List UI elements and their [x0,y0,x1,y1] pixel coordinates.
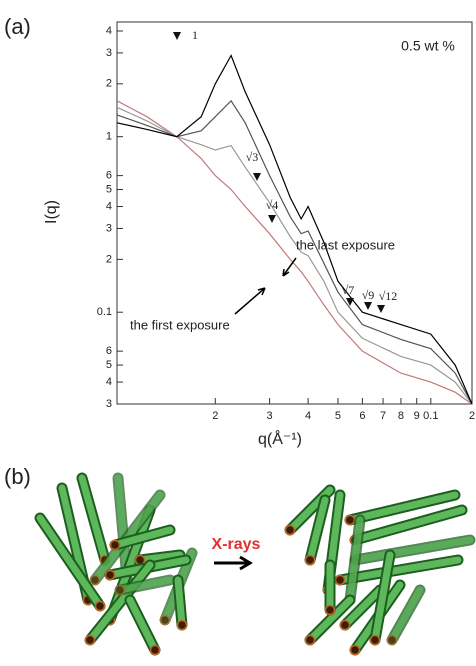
x-tick-label: 2 [469,410,475,422]
y-tick-label: 3 [106,398,112,410]
peak-marker [268,215,276,223]
arrow-label: X-rays [212,536,261,553]
data-line [116,106,473,405]
rod-end [176,619,188,631]
x-tick-label: 4 [305,410,311,422]
x-tick-label: 8 [398,410,404,422]
rod-body [346,491,459,524]
rod-body [306,496,329,564]
peak-label: √7 [342,283,355,297]
rod-body [351,536,474,564]
rod-end [89,574,101,586]
panel-label: (a) [4,14,31,39]
rod-end [284,524,296,536]
peak-label: √4 [266,198,279,212]
y-tick-label: 3 [106,47,112,59]
rod-end [386,634,398,646]
y-tick-label: 5 [106,359,112,371]
rod-end [114,584,126,596]
rod-end [369,634,381,646]
rod-end [334,574,346,586]
rod-end [104,569,116,581]
rod-body [174,576,186,629]
peak-label: √3 [246,150,259,164]
rod-body [306,596,354,644]
x-axis-label: q(Å⁻¹) [258,429,302,448]
x-tick-label: 0.1 [423,410,438,422]
rod-end [304,554,316,566]
rod-schematic [34,472,476,656]
panel-label: (b) [4,464,31,489]
arrow [214,555,253,571]
rod-end [149,644,161,656]
data-line [116,99,473,405]
peak-label: 1 [192,28,198,42]
rod-end [109,539,121,551]
rod-body [116,576,174,594]
y-tick-label: 4 [106,200,112,212]
y-tick-label: 2 [106,78,112,90]
rod-body [136,551,184,564]
plot-frame [116,21,473,405]
rod-body [78,474,109,564]
peak-label: √9 [362,288,375,302]
peak-marker [364,302,372,310]
y-tick-label: 4 [106,376,112,388]
rod-end [304,634,316,646]
x-tick-label: 9 [414,410,420,422]
rod-body [86,561,154,644]
rod-end [339,619,351,631]
x-tick-label: 2 [212,410,218,422]
y-tick-label: 5 [106,183,112,195]
y-axis-label: I(q) [43,200,60,224]
inset-label: 0.5 wt % [401,38,455,54]
annotation: the first exposure [130,317,230,332]
rod-end [84,634,96,646]
rod-end [349,644,361,656]
annotation-arrow [234,287,266,315]
rod-body [346,516,364,604]
rod-end [324,604,336,616]
rod-end [159,614,171,626]
rod-body [111,526,174,549]
y-tick-label: 6 [106,170,112,182]
annotation: the last exposure [296,237,395,252]
x-tick-label: 3 [267,410,273,422]
data-line [116,54,473,405]
rod-body [388,586,424,644]
annotation-arrow [282,257,297,277]
y-tick-label: 6 [106,345,112,357]
rod-body [36,514,104,610]
x-tick-label: 6 [359,410,365,422]
data-line [116,100,473,405]
y-tick-label: 3 [106,222,112,234]
peak-marker [346,298,354,306]
peak-label: √12 [379,289,398,303]
rod-body [336,556,462,584]
x-tick-label: 5 [335,410,341,422]
peak-marker [173,32,181,40]
x-tick-label: 7 [380,410,386,422]
y-tick-label: 1 [106,131,112,143]
rod-body [351,506,466,544]
y-tick-label: 0.1 [97,306,112,318]
y-tick-label: 2 [106,253,112,265]
y-tick-label: 4 [106,25,112,37]
rod-body [126,596,159,654]
peak-marker [377,305,385,313]
rod-body [341,586,384,629]
rod-end [94,600,106,612]
rod-body [371,551,394,644]
rod-end [344,514,356,526]
peak-marker [253,173,261,181]
